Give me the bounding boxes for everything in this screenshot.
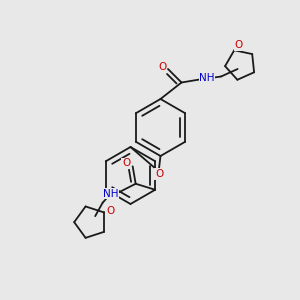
Text: O: O [234, 40, 242, 50]
Text: NH: NH [103, 189, 118, 199]
Text: O: O [106, 206, 115, 216]
Text: O: O [122, 158, 130, 168]
Text: O: O [158, 62, 167, 73]
Text: O: O [155, 169, 163, 179]
Text: NH: NH [199, 73, 215, 83]
